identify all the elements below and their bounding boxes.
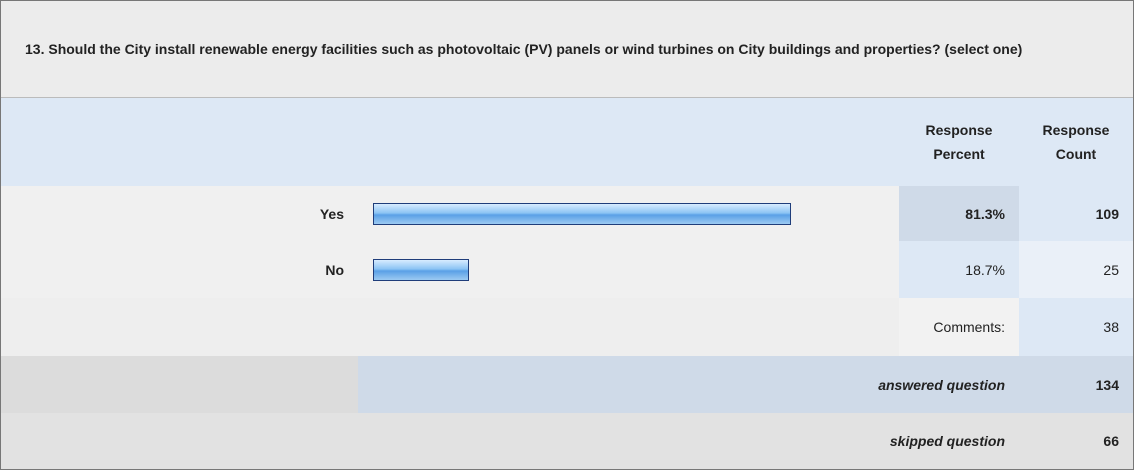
row-percent: 81.3% xyxy=(899,186,1019,241)
header-blank xyxy=(1,98,899,186)
row-label: No xyxy=(325,261,344,278)
row-count: 25 xyxy=(1019,241,1133,298)
header: Response Percent xyxy=(899,98,1019,186)
header: Response Count xyxy=(1019,98,1133,186)
answered-label: answered question xyxy=(358,356,1019,413)
answered-blank xyxy=(1,356,358,413)
row-label: Yes xyxy=(319,205,344,222)
bar xyxy=(373,202,791,225)
row-count: 109 xyxy=(1019,186,1133,241)
comments-label: Comments: xyxy=(899,298,1019,356)
skipped-label: skipped question xyxy=(1,413,1019,469)
question: 13. Should the City install renewable en… xyxy=(1,1,1133,98)
answered-count: 134 xyxy=(1019,356,1133,413)
bar xyxy=(373,258,470,281)
row-percent: 18.7% xyxy=(899,241,1019,298)
comments-count: 38 xyxy=(1019,298,1133,356)
skipped-count: 66 xyxy=(1019,413,1133,469)
